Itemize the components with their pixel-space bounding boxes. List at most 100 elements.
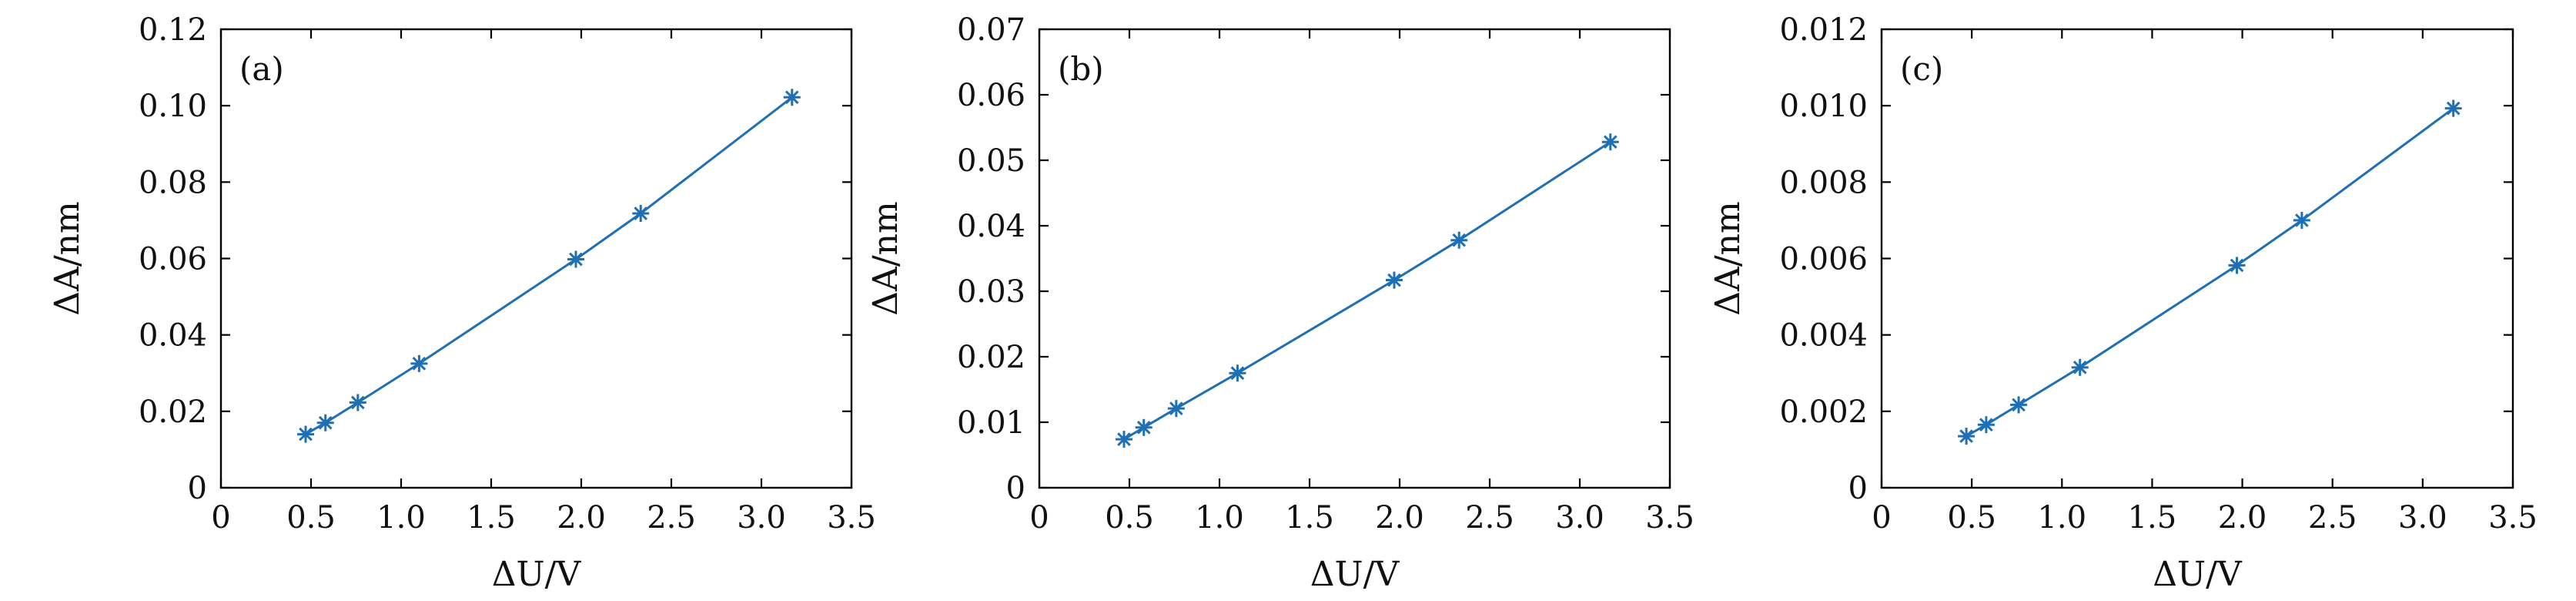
plot-frame: [1880, 28, 2514, 489]
x-axis-label: ΔU/V: [492, 555, 582, 594]
y-tick-label: 0.12: [139, 12, 207, 48]
asterisk-stroke: [1136, 420, 1151, 435]
x-tick-label: 3.0: [2398, 500, 2447, 536]
x-tick-label: 2.0: [1375, 500, 1424, 536]
asterisk-stroke: [1979, 418, 1993, 432]
asterisk-stroke: [1603, 135, 1618, 149]
y-tick-label: 0.10: [139, 89, 207, 124]
data-point-asterisk-icon: [1167, 400, 1185, 418]
data-point-asterisk-icon: [783, 89, 801, 106]
data-point-asterisk-icon: [1958, 428, 1975, 445]
asterisk-stroke: [318, 415, 333, 430]
data-point-asterisk-icon: [2444, 99, 2462, 117]
series-line: [1123, 140, 1611, 441]
x-tick-label: 0.5: [1105, 500, 1154, 536]
series-line: [305, 96, 793, 435]
x-tick-label: 3.5: [1645, 500, 1694, 536]
series-line: [1965, 107, 2454, 438]
data-point-asterisk-icon: [1385, 271, 1403, 289]
y-tick-label: 0.05: [957, 143, 1025, 179]
y-tick-label: 0.07: [957, 12, 1025, 48]
y-tick-label: 0: [1006, 471, 1025, 506]
x-tick-label: 0.5: [286, 500, 336, 536]
asterisk-stroke: [2012, 398, 2026, 412]
y-tick-label: 0.006: [1779, 242, 1868, 277]
data-point-asterisk-icon: [2228, 257, 2246, 274]
y-tick-label: 0.008: [1779, 165, 1868, 200]
asterisk-stroke: [351, 395, 365, 410]
asterisk-stroke: [785, 90, 799, 105]
y-tick-label: 0.01: [957, 405, 1025, 441]
x-tick-label: 0: [211, 500, 230, 536]
data-point-asterisk-icon: [316, 414, 334, 431]
y-tick-label: 0.03: [957, 274, 1025, 310]
y-tick-label: 0.04: [957, 209, 1025, 244]
panel-label: (c): [1900, 50, 1943, 88]
plot-frame: [1038, 28, 1671, 489]
asterisk-stroke: [1169, 401, 1183, 415]
asterisk-stroke: [1452, 233, 1467, 247]
x-tick-label: 1.0: [1195, 500, 1244, 536]
y-axis-label: ΔA/nm: [48, 201, 87, 315]
data-point-asterisk-icon: [1450, 231, 1468, 249]
panel-label: (b): [1058, 50, 1104, 88]
x-tick-label: 0: [1029, 500, 1049, 536]
asterisk-stroke: [412, 357, 427, 371]
chart-panel-1: 0 0.5 1.0 1.5 2.0 2.5 3.0 3.5 0 0.01 0.02 0.03 0.04 0…: [866, 12, 1694, 594]
x-tick-label: 0.5: [1947, 500, 1996, 536]
x-tick-label: 1.0: [2037, 500, 2086, 536]
x-axis-label: ΔU/V: [1310, 555, 1400, 594]
y-axis-label: ΔA/nm: [866, 201, 905, 315]
data-point-asterisk-icon: [1115, 431, 1132, 448]
plot-frame: [219, 28, 853, 489]
y-tick-label: 0.04: [139, 318, 207, 354]
y-tick-label: 0.08: [139, 165, 207, 200]
x-tick-label: 3.5: [2488, 500, 2538, 536]
asterisk-stroke: [1117, 432, 1131, 446]
data-point-asterisk-icon: [2071, 358, 2089, 376]
asterisk-stroke: [1959, 429, 1973, 443]
x-axis-label: ΔU/V: [2153, 555, 2243, 594]
x-tick-label: 1.5: [467, 500, 516, 536]
y-tick-label: 0.02: [957, 340, 1025, 375]
x-tick-label: 2.0: [557, 500, 606, 536]
x-tick-label: 1.5: [2128, 500, 2177, 536]
asterisk-stroke: [634, 206, 648, 220]
asterisk-stroke: [569, 252, 583, 267]
asterisk-stroke: [2230, 258, 2244, 273]
data-point-asterisk-icon: [1601, 133, 1619, 151]
y-tick-label: 0.06: [139, 242, 207, 277]
data-point-asterisk-icon: [410, 354, 428, 372]
panel-label: (a): [239, 50, 284, 88]
x-tick-label: 2.5: [647, 500, 696, 536]
y-tick-label: 0.012: [1779, 12, 1868, 48]
data-point-asterisk-icon: [567, 250, 584, 268]
asterisk-stroke: [2446, 101, 2461, 116]
x-tick-label: 2.5: [1465, 500, 1514, 536]
y-tick-label: 0.010: [1779, 89, 1868, 124]
chart-panel-2: 0 0.5 1.0 1.5 2.0 2.5 3.0 3.5 0 0.002 0.004 0.006 0.…: [1708, 12, 2538, 594]
y-axis-label: ΔA/nm: [1708, 201, 1748, 315]
data-point-asterisk-icon: [632, 204, 650, 222]
asterisk-stroke: [299, 427, 313, 442]
data-point-asterisk-icon: [296, 425, 314, 443]
data-point-asterisk-icon: [1229, 364, 1246, 382]
x-tick-label: 1.5: [1285, 500, 1334, 536]
y-tick-label: 0: [188, 471, 207, 506]
x-tick-label: 2.0: [2218, 500, 2267, 536]
asterisk-stroke: [1230, 366, 1245, 381]
x-tick-label: 2.5: [2308, 500, 2357, 536]
y-tick-label: 0.004: [1779, 318, 1868, 354]
chart-panel-0: 0 0.5 1.0 1.5 2.0 2.5 3.0 3.5 0 0.02 0.04 0.06 0.08 0…: [48, 12, 876, 594]
x-tick-label: 3.5: [827, 500, 876, 536]
y-tick-label: 0: [1848, 471, 1868, 506]
y-tick-label: 0.02: [139, 395, 207, 430]
data-point-asterisk-icon: [1977, 416, 1995, 434]
y-tick-label: 0.06: [957, 78, 1025, 113]
data-point-asterisk-icon: [1135, 418, 1153, 436]
data-point-asterisk-icon: [2010, 396, 2028, 414]
data-point-asterisk-icon: [2293, 211, 2310, 229]
x-tick-label: 0: [1872, 500, 1891, 536]
